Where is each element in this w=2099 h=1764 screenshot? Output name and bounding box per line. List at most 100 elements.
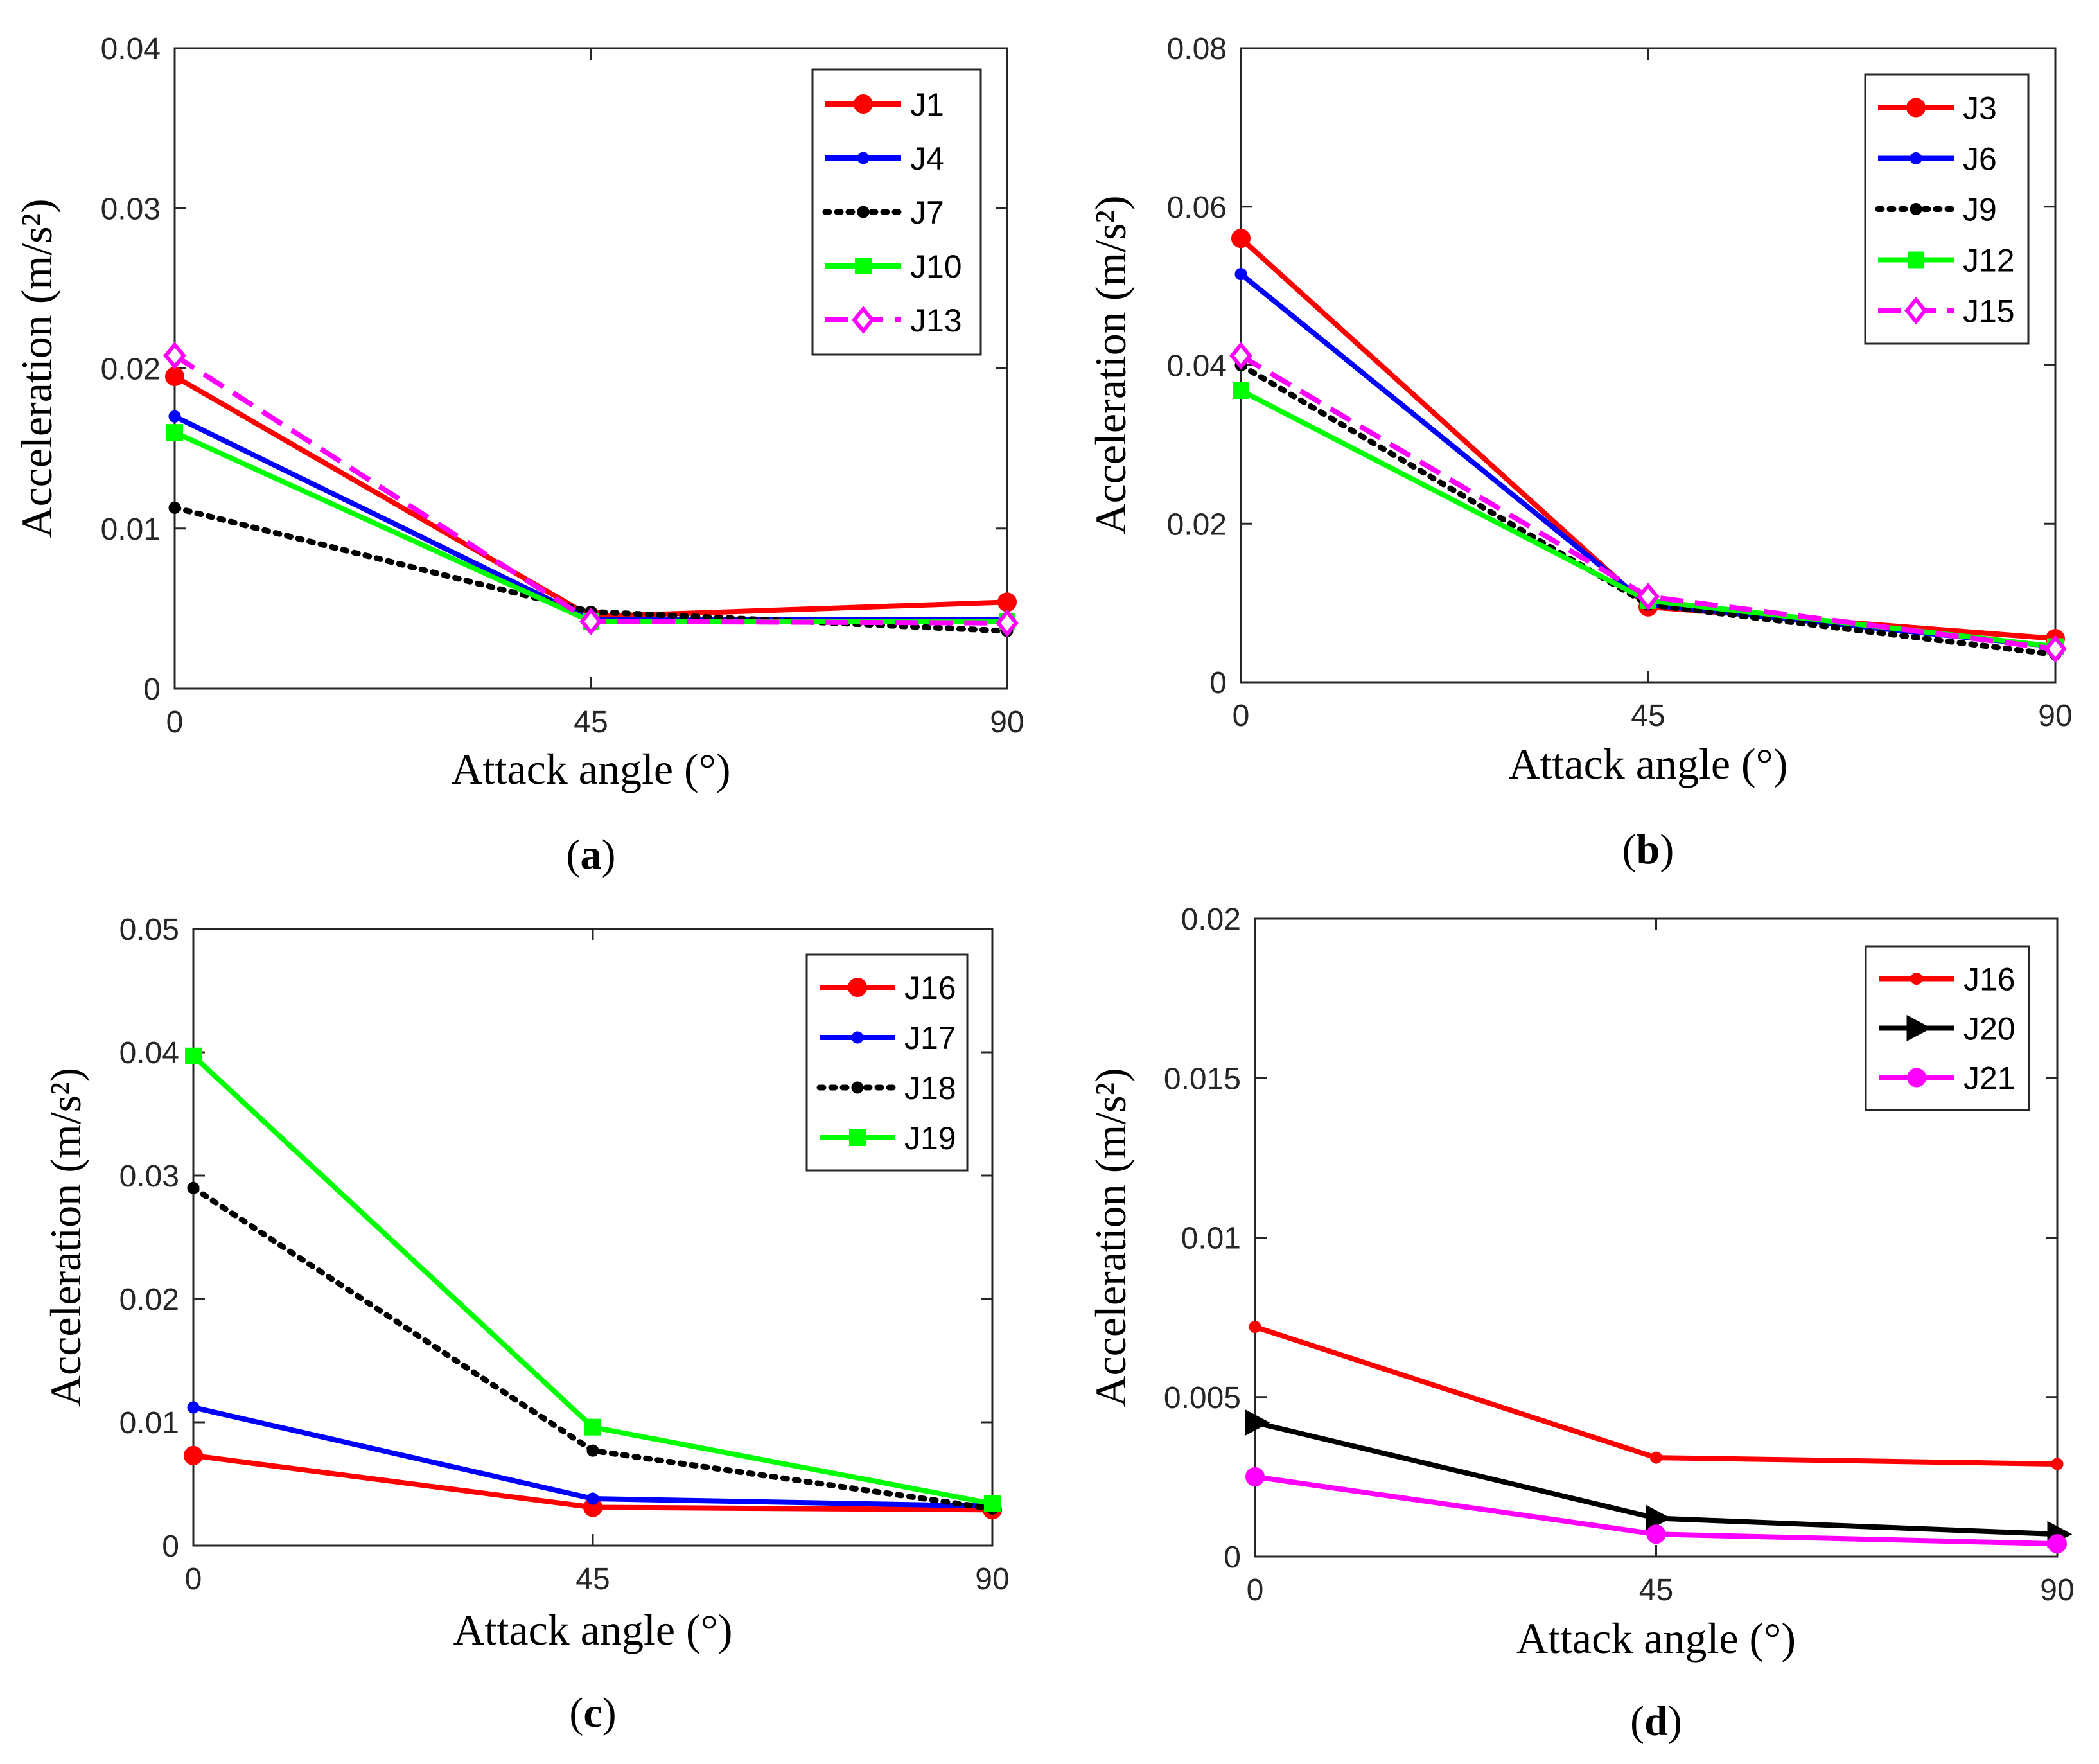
data-point: [1229, 341, 1252, 370]
data-point: [586, 1492, 599, 1505]
series-J16: [1249, 1321, 2064, 1470]
legend: J16 J20 J21: [1865, 945, 2030, 1111]
legend-marker: [1907, 1068, 1926, 1088]
data-point: [997, 592, 1017, 612]
data-point: [1249, 1321, 1261, 1334]
legend-entry-label: J9: [1963, 192, 1997, 228]
legend-marker: [1910, 152, 1922, 164]
y-tick-label: 0: [1209, 666, 1227, 700]
y-tick-label: 0.01: [101, 513, 161, 547]
x-tick-label: 90: [2040, 1573, 2074, 1607]
y-tick-label: 0.02: [1167, 507, 1227, 542]
y-tick-label: 0.04: [101, 32, 161, 66]
panel-label: (c): [569, 1689, 616, 1736]
legend-marker: [852, 306, 875, 334]
y-tick-label: 0.005: [1164, 1381, 1241, 1415]
legend-marker: [851, 1031, 864, 1044]
legend-marker: [849, 1129, 866, 1146]
data-point: [165, 366, 184, 386]
data-point: [584, 1418, 601, 1436]
data-point: [2044, 635, 2067, 663]
x-tick-label: 90: [975, 1562, 1009, 1596]
y-tick-label: 0.02: [101, 353, 161, 387]
y-tick-label: 0.02: [119, 1283, 179, 1317]
data-point: [185, 1047, 202, 1064]
x-tick-label: 0: [1233, 699, 1250, 733]
legend-entry-label: J15: [1963, 294, 2015, 330]
legend-marker: [857, 152, 870, 164]
x-tick-label: 90: [990, 705, 1024, 739]
legend-entry-label: J16: [1963, 962, 2016, 998]
panel-d: 0 0.005 0.01 0.015 0.02 0 45 90 Attack angle (°)…: [1086, 903, 2075, 1745]
legend-marker: [1906, 1015, 1932, 1041]
y-tick-label: 0: [143, 673, 161, 707]
data-point: [1245, 1467, 1265, 1486]
data-point: [1650, 1451, 1662, 1464]
y-tick-label: 0.01: [119, 1406, 179, 1440]
x-tick-label: 45: [574, 705, 608, 739]
legend-entry-label: J21: [1963, 1061, 2016, 1097]
legend-marker: [851, 1081, 864, 1094]
x-tick-label: 0: [185, 1562, 202, 1596]
data-point: [586, 1444, 599, 1457]
panel-label: (a): [566, 831, 616, 878]
legend-marker: [1910, 973, 1923, 985]
data-point: [984, 1495, 1001, 1512]
legend-entry-label: J6: [1963, 141, 1997, 177]
x-tick-label: 0: [1247, 1573, 1264, 1607]
y-tick-label: 0.015: [1164, 1062, 1241, 1096]
x-tick-label: 45: [575, 1562, 610, 1596]
legend-marker: [857, 206, 870, 218]
legend-entry-label: J3: [1963, 91, 1997, 127]
x-tick-label: 45: [1639, 1573, 1673, 1607]
legend-entry-label: J18: [904, 1070, 956, 1106]
x-axis-label: Attack angle (°): [1509, 739, 1788, 788]
legend-marker: [848, 978, 867, 997]
y-tick-label: 0: [162, 1530, 179, 1564]
data-point: [1637, 583, 1660, 611]
panel-label: (d): [1630, 1698, 1682, 1745]
data-point: [1646, 1524, 1666, 1544]
y-tick-label: 0: [1224, 1540, 1241, 1574]
legend-entry-label: J7: [910, 195, 944, 231]
data-point: [2048, 1534, 2067, 1554]
legend-entry-label: J12: [1963, 243, 2015, 279]
legend-marker: [1910, 203, 1922, 215]
data-point: [187, 1401, 200, 1414]
data-point: [1231, 229, 1251, 249]
legend-box: [805, 953, 969, 1172]
x-axis-label: Attack angle (°): [1516, 1614, 1796, 1663]
series-J19: [185, 1047, 1001, 1512]
data-point: [1646, 1504, 1671, 1531]
legend-marker: [1906, 98, 1926, 118]
y-axis-label: Acceleration (m/s²): [12, 198, 61, 538]
x-axis-label: Attack angle (°): [453, 1605, 733, 1654]
y-axis-label: Acceleration (m/s²): [41, 1068, 90, 1407]
y-tick-label: 0.02: [1181, 903, 1241, 937]
series-J21: [1245, 1467, 2067, 1554]
legend: J1 J4 J7 J10 J13: [811, 68, 982, 356]
y-tick-label: 0.01: [1181, 1222, 1241, 1256]
panel-b: 0 0.02 0.04 0.06 0.08 0 45 90 Attack angle (°) Ac…: [1086, 32, 2073, 873]
panel-label: (b): [1622, 826, 1674, 873]
legend-entry-label: J13: [910, 303, 962, 339]
y-tick-label: 0.03: [119, 1160, 179, 1194]
data-point: [168, 410, 181, 423]
y-tick-label: 0.06: [1167, 191, 1227, 225]
legend: J16 J17 J18 J19: [805, 953, 969, 1172]
data-point: [2051, 1458, 2064, 1470]
x-axis-label: Attack angle (°): [452, 745, 731, 793]
legend-entry-label: J17: [904, 1020, 956, 1056]
legend-marker: [855, 258, 872, 274]
y-tick-label: 0.05: [119, 913, 179, 947]
data-point: [579, 607, 602, 636]
legend-entry-label: J1: [910, 87, 944, 123]
data-point: [1234, 268, 1247, 281]
data-point: [996, 609, 1019, 637]
legend-entry-label: J10: [910, 249, 962, 285]
legend-marker: [1904, 296, 1928, 325]
legend: J3 J6 J9 J12 J15: [1864, 73, 2030, 345]
data-point: [163, 341, 186, 370]
legend-marker: [854, 94, 873, 114]
series-J13: [163, 341, 1019, 637]
